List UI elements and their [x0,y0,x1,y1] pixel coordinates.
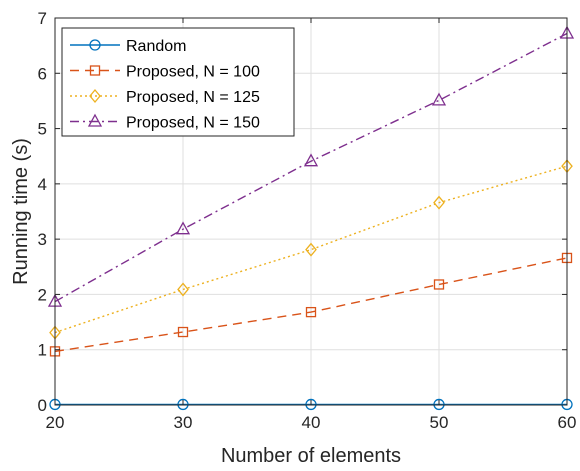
legend-entry-proposed-n150: Proposed, N = 150 [70,113,260,132]
axis-ticks: 20 30 40 50 60 0 1 2 3 4 5 6 7 [38,9,577,432]
data-point [303,153,319,167]
legend-entry-proposed-n100: Proposed, N = 100 [70,64,260,81]
data-point [177,398,189,411]
data-point [305,306,317,318]
series-line [54,165,568,334]
y-tick-label: 0 [38,396,47,415]
data-point [433,279,445,290]
data-point [433,195,445,210]
y-axis-title: Running time (s) [10,138,32,285]
data-point [177,326,189,338]
data-point [433,398,445,411]
y-tick-label: 4 [38,175,47,194]
x-tick-label: 20 [46,413,65,432]
x-tick-label: 40 [302,413,321,432]
legend-label: Random [126,38,186,55]
y-tick-label: 5 [38,120,47,139]
legend-label: Proposed, N = 125 [126,89,260,106]
x-tick-label: 50 [430,413,449,432]
legend-label: Proposed, N = 150 [126,115,260,132]
series-line [54,257,568,353]
y-tick-label: 7 [38,9,47,28]
data-point [177,282,189,297]
series-3 [47,25,575,307]
legend-label: Proposed, N = 100 [126,64,260,81]
legend: Random Proposed, N = 100 Proposed, N = 1… [61,27,295,137]
data-point [305,242,317,257]
series-line [54,32,568,303]
y-tick-label: 3 [38,230,47,249]
y-tick-label: 2 [38,285,47,304]
data-point [175,221,191,235]
x-tick-label: 30 [174,413,193,432]
y-tick-label: 1 [38,341,47,360]
x-axis-title: Number of elements [221,445,401,467]
legend-marker [89,88,101,104]
legend-entry-proposed-n125: Proposed, N = 125 [70,88,260,106]
legend-marker [87,113,103,127]
x-tick-label: 60 [558,413,577,432]
y-tick-label: 6 [38,64,47,83]
legend-entry-random: Random [70,38,186,55]
data-point [431,92,447,106]
data-point [305,398,317,411]
legend-box [61,27,295,137]
